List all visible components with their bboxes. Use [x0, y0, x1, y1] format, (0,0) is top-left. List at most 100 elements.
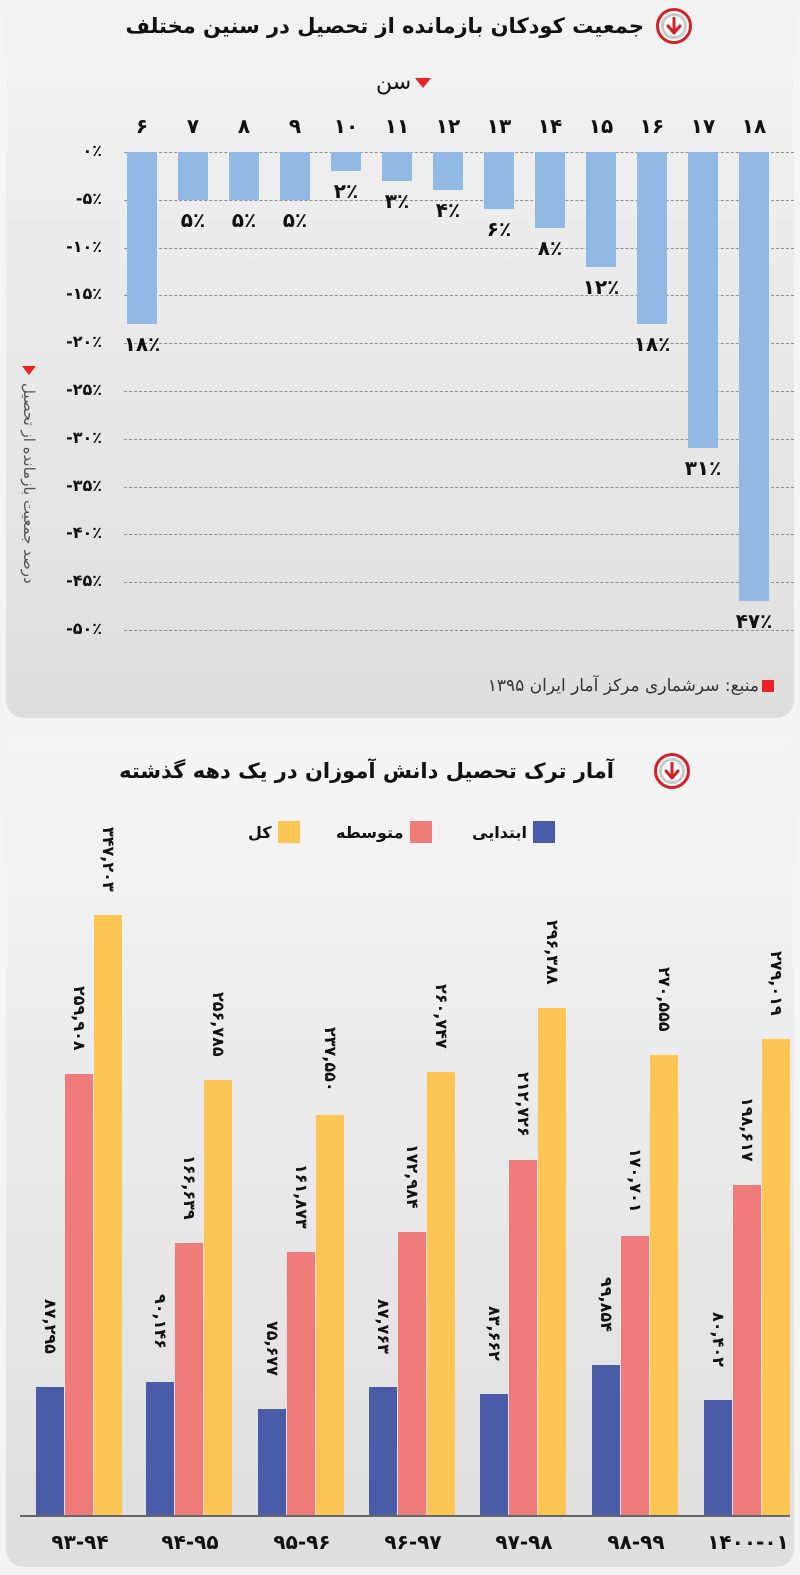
- x-category-label: ۹۳-۹۴: [51, 1530, 109, 1554]
- bar-value-label: ۳٪: [384, 188, 410, 213]
- y-tick-label: -۳۵٪: [66, 475, 102, 495]
- bar: [36, 1387, 64, 1515]
- x-tick-label: ۱۰: [333, 114, 359, 138]
- bar: [94, 915, 122, 1515]
- bar-value-label: ۱۶۱,۸۷۳: [292, 1164, 311, 1229]
- bar: [258, 1408, 286, 1515]
- bar: [204, 1079, 232, 1515]
- bar: [316, 1114, 344, 1515]
- x-category-label: ۱۴۰۰-۰۱: [707, 1530, 789, 1554]
- bar: [287, 1252, 315, 1515]
- legend-total: کل: [248, 821, 300, 843]
- bar: [704, 1399, 732, 1515]
- bar-value-label: ۱۲٪: [582, 274, 620, 299]
- bar-value-label: ۱۹۸,۶۱۷: [738, 1097, 757, 1162]
- bar-value-label: ۱۸٪: [123, 332, 161, 357]
- bar-value-label: ۸٪: [537, 236, 563, 261]
- bar-value-label: ۴٪: [435, 198, 461, 223]
- bar: [688, 152, 718, 449]
- x-tick-label: ۱۸: [741, 114, 767, 138]
- bar: [229, 152, 259, 200]
- chart1-title: جمعیت کودکان بازمانده از تحصیل در سنین م…: [125, 14, 644, 38]
- y-tick-label: -۱۵٪: [66, 284, 102, 304]
- bar-value-label: ۵٪: [231, 207, 257, 232]
- x-axis-title: سن: [376, 70, 432, 95]
- bar: [369, 1386, 397, 1515]
- bar: [433, 152, 463, 191]
- bar-value-label: ۲۵۹,۹۰۸: [70, 986, 89, 1051]
- legend-swatch-blue: [532, 821, 555, 843]
- y-tick-label: -۲۰٪: [66, 332, 102, 352]
- gridline: [124, 391, 794, 392]
- bar: [331, 152, 361, 172]
- x-tick-label: ۱۷: [690, 114, 716, 138]
- gridline: [124, 199, 794, 201]
- arrow-down-circle-icon: [654, 753, 690, 789]
- x-tick-label: ۹: [288, 114, 302, 138]
- x-category-label: ۹۸-۹۹: [607, 1530, 665, 1554]
- bar: [509, 1159, 537, 1515]
- chart1-panel: جمعیت کودکان بازمانده از تحصیل در سنین م…: [6, 0, 794, 718]
- chart2-title: آمار ترک تحصیل دانش آموزان در یک دهه گذش…: [119, 759, 614, 783]
- bar: [586, 152, 616, 267]
- x-category-label: ۹۴-۹۵: [161, 1530, 219, 1554]
- bar: [592, 1364, 620, 1515]
- bar-value-label: ۲۱۲,۷۲۶: [514, 1071, 533, 1137]
- gridline: [124, 247, 794, 249]
- bar-value-label: ۲۶۰,۷۴۷: [432, 984, 451, 1050]
- red-square-icon: [762, 680, 774, 692]
- x-tick-label: ۷: [186, 114, 200, 138]
- legend-label: ابتدایی: [472, 822, 527, 842]
- x-tick-label: ۱۱: [384, 114, 410, 138]
- bar-value-label: ۴۷٪: [735, 609, 773, 634]
- y-tick-label: -۱۰٪: [66, 236, 102, 256]
- x-tick-label: ۸: [237, 114, 251, 138]
- x-tick-label: ۱۴: [537, 114, 563, 138]
- x-tick-label: ۱۶: [639, 114, 665, 138]
- bar-value-label: ۱۸٪: [633, 332, 671, 357]
- legend-label: متوسطه: [336, 822, 404, 842]
- bar: [178, 152, 208, 200]
- y-tick-label: ۰٪: [82, 141, 102, 160]
- bar: [427, 1072, 455, 1515]
- gridline: [124, 582, 794, 584]
- arrow-down-circle-icon: [656, 8, 692, 44]
- bar-value-label: ۱۶۶,۶۳۹: [180, 1155, 199, 1221]
- bar: [484, 152, 514, 210]
- bar: [382, 152, 412, 181]
- bar: [480, 1394, 508, 1515]
- source-note: منبع: سرشماری مرکز آمار ایران ۱۳۹۵: [488, 676, 774, 696]
- y-tick-label: -۴۵٪: [66, 571, 102, 591]
- bar: [127, 152, 157, 325]
- bar: [637, 152, 667, 325]
- x-tick-label: ۶: [135, 114, 149, 138]
- bar-value-label: ۹۹,۸۵۴: [597, 1276, 616, 1332]
- x-axis-label: سن: [376, 70, 412, 95]
- legend-secondary: متوسطه: [336, 821, 432, 843]
- gridline: [124, 534, 794, 536]
- y-tick-label: -۵۰٪: [66, 619, 102, 638]
- bar: [762, 1039, 790, 1515]
- bar-value-label: ۹۰,۱۴۶: [151, 1294, 170, 1350]
- bar-value-label: ۶٪: [486, 217, 512, 242]
- legend-swatch-yellow: [277, 821, 300, 843]
- bar-value-label: ۳۱٪: [684, 456, 722, 481]
- bar: [280, 152, 310, 200]
- bar-value-label: ۲۹۶,۳۸۸: [543, 919, 562, 985]
- bar: [146, 1382, 174, 1515]
- x-category-label: ۹۷-۹۸: [495, 1530, 553, 1554]
- legend-primary: ابتدایی: [472, 821, 555, 843]
- x-category-label: ۹۵-۹۶: [273, 1530, 331, 1554]
- y-tick-label: -۳۰٪: [66, 427, 102, 447]
- bar-value-label: ۵٪: [180, 207, 206, 232]
- bar-value-label: ۲۳۷,۵۵۰: [321, 1026, 340, 1092]
- chart2-panel: آمار ترک تحصیل دانش آموزان در یک دهه گذش…: [6, 735, 794, 1567]
- bar-value-label: ۸۳,۶۶۲: [485, 1306, 504, 1361]
- gridline: [124, 343, 794, 345]
- bar-value-label: ۳۴۷,۲۰۳: [99, 827, 118, 893]
- bar: [538, 1007, 566, 1515]
- bar-value-label: ۲٪: [333, 179, 359, 204]
- bar-value-label: ۲۵۶,۷۸۵: [209, 991, 228, 1057]
- gridline: [124, 438, 794, 440]
- y-tick-label: -۵٪: [75, 188, 102, 208]
